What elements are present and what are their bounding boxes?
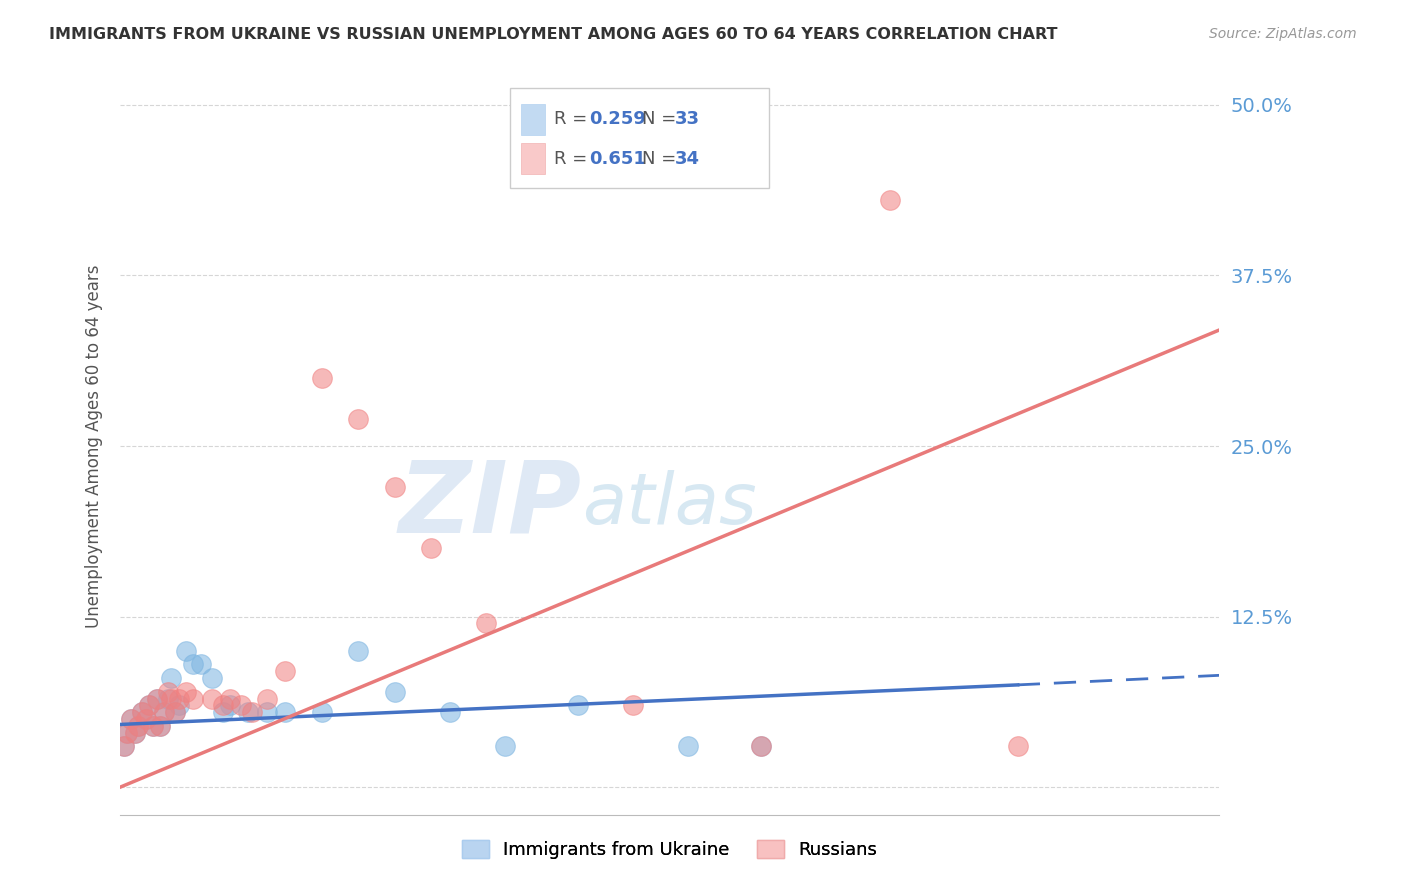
Point [347,644,370,658]
Point [879,194,901,208]
Point [160,671,183,685]
Point [160,691,183,706]
Point [167,698,190,713]
Text: 0.259: 0.259 [589,111,647,128]
Point [439,705,461,719]
Point [1007,739,1029,754]
Point [142,719,165,733]
FancyBboxPatch shape [510,88,769,188]
Point [420,541,443,556]
Point [163,705,186,719]
Text: R =: R = [554,111,593,128]
Point [256,705,278,719]
Point [384,684,406,698]
Point [274,705,297,719]
Point [156,691,179,706]
Point [256,691,278,706]
Point [211,705,233,719]
Point [240,705,263,719]
Point [211,698,233,713]
Point [124,725,146,739]
Point [127,719,149,733]
Point [174,684,197,698]
Text: Source: ZipAtlas.com: Source: ZipAtlas.com [1209,27,1357,41]
Point [347,411,370,425]
Point [384,480,406,494]
Point [475,616,498,631]
Point [117,725,139,739]
Text: IMMIGRANTS FROM UKRAINE VS RUSSIAN UNEMPLOYMENT AMONG AGES 60 TO 64 YEARS CORREL: IMMIGRANTS FROM UKRAINE VS RUSSIAN UNEMP… [49,27,1057,42]
Point [156,684,179,698]
Point [145,691,167,706]
Point [200,691,222,706]
Point [142,719,165,733]
Point [149,719,172,733]
Point [621,698,644,713]
Point [200,671,222,685]
Text: 34: 34 [675,150,700,168]
Point [120,712,142,726]
Point [181,691,204,706]
Point [112,739,135,754]
Point [135,712,157,726]
Point [749,739,772,754]
Text: R =: R = [554,150,593,168]
Text: N =: N = [643,150,682,168]
Point [117,725,139,739]
Point [567,698,589,713]
Y-axis label: Unemployment Among Ages 60 to 64 years: Unemployment Among Ages 60 to 64 years [86,264,103,628]
Point [676,739,699,754]
Point [120,712,142,726]
Point [174,644,197,658]
Point [145,691,167,706]
Point [149,719,172,733]
FancyBboxPatch shape [522,104,546,135]
Point [311,370,333,384]
Point [135,712,157,726]
Text: 0.651: 0.651 [589,150,647,168]
Text: N =: N = [643,111,682,128]
Point [494,739,516,754]
Point [167,691,190,706]
Point [749,739,772,754]
Point [274,665,297,679]
Text: ZIP: ZIP [399,457,582,553]
Point [112,739,135,754]
Point [131,705,153,719]
Point [138,698,160,713]
Point [219,691,242,706]
Legend: Immigrants from Ukraine, Russians: Immigrants from Ukraine, Russians [453,830,886,868]
Point [219,698,242,713]
Point [190,657,212,672]
Point [153,705,176,719]
Point [124,725,146,739]
Point [127,719,149,733]
Point [138,698,160,713]
Point [181,657,204,672]
Point [311,705,333,719]
FancyBboxPatch shape [522,143,546,174]
Text: atlas: atlas [582,470,756,540]
Point [131,705,153,719]
Point [163,705,186,719]
Text: 33: 33 [675,111,700,128]
Point [238,705,260,719]
Point [153,705,176,719]
Point [229,698,252,713]
